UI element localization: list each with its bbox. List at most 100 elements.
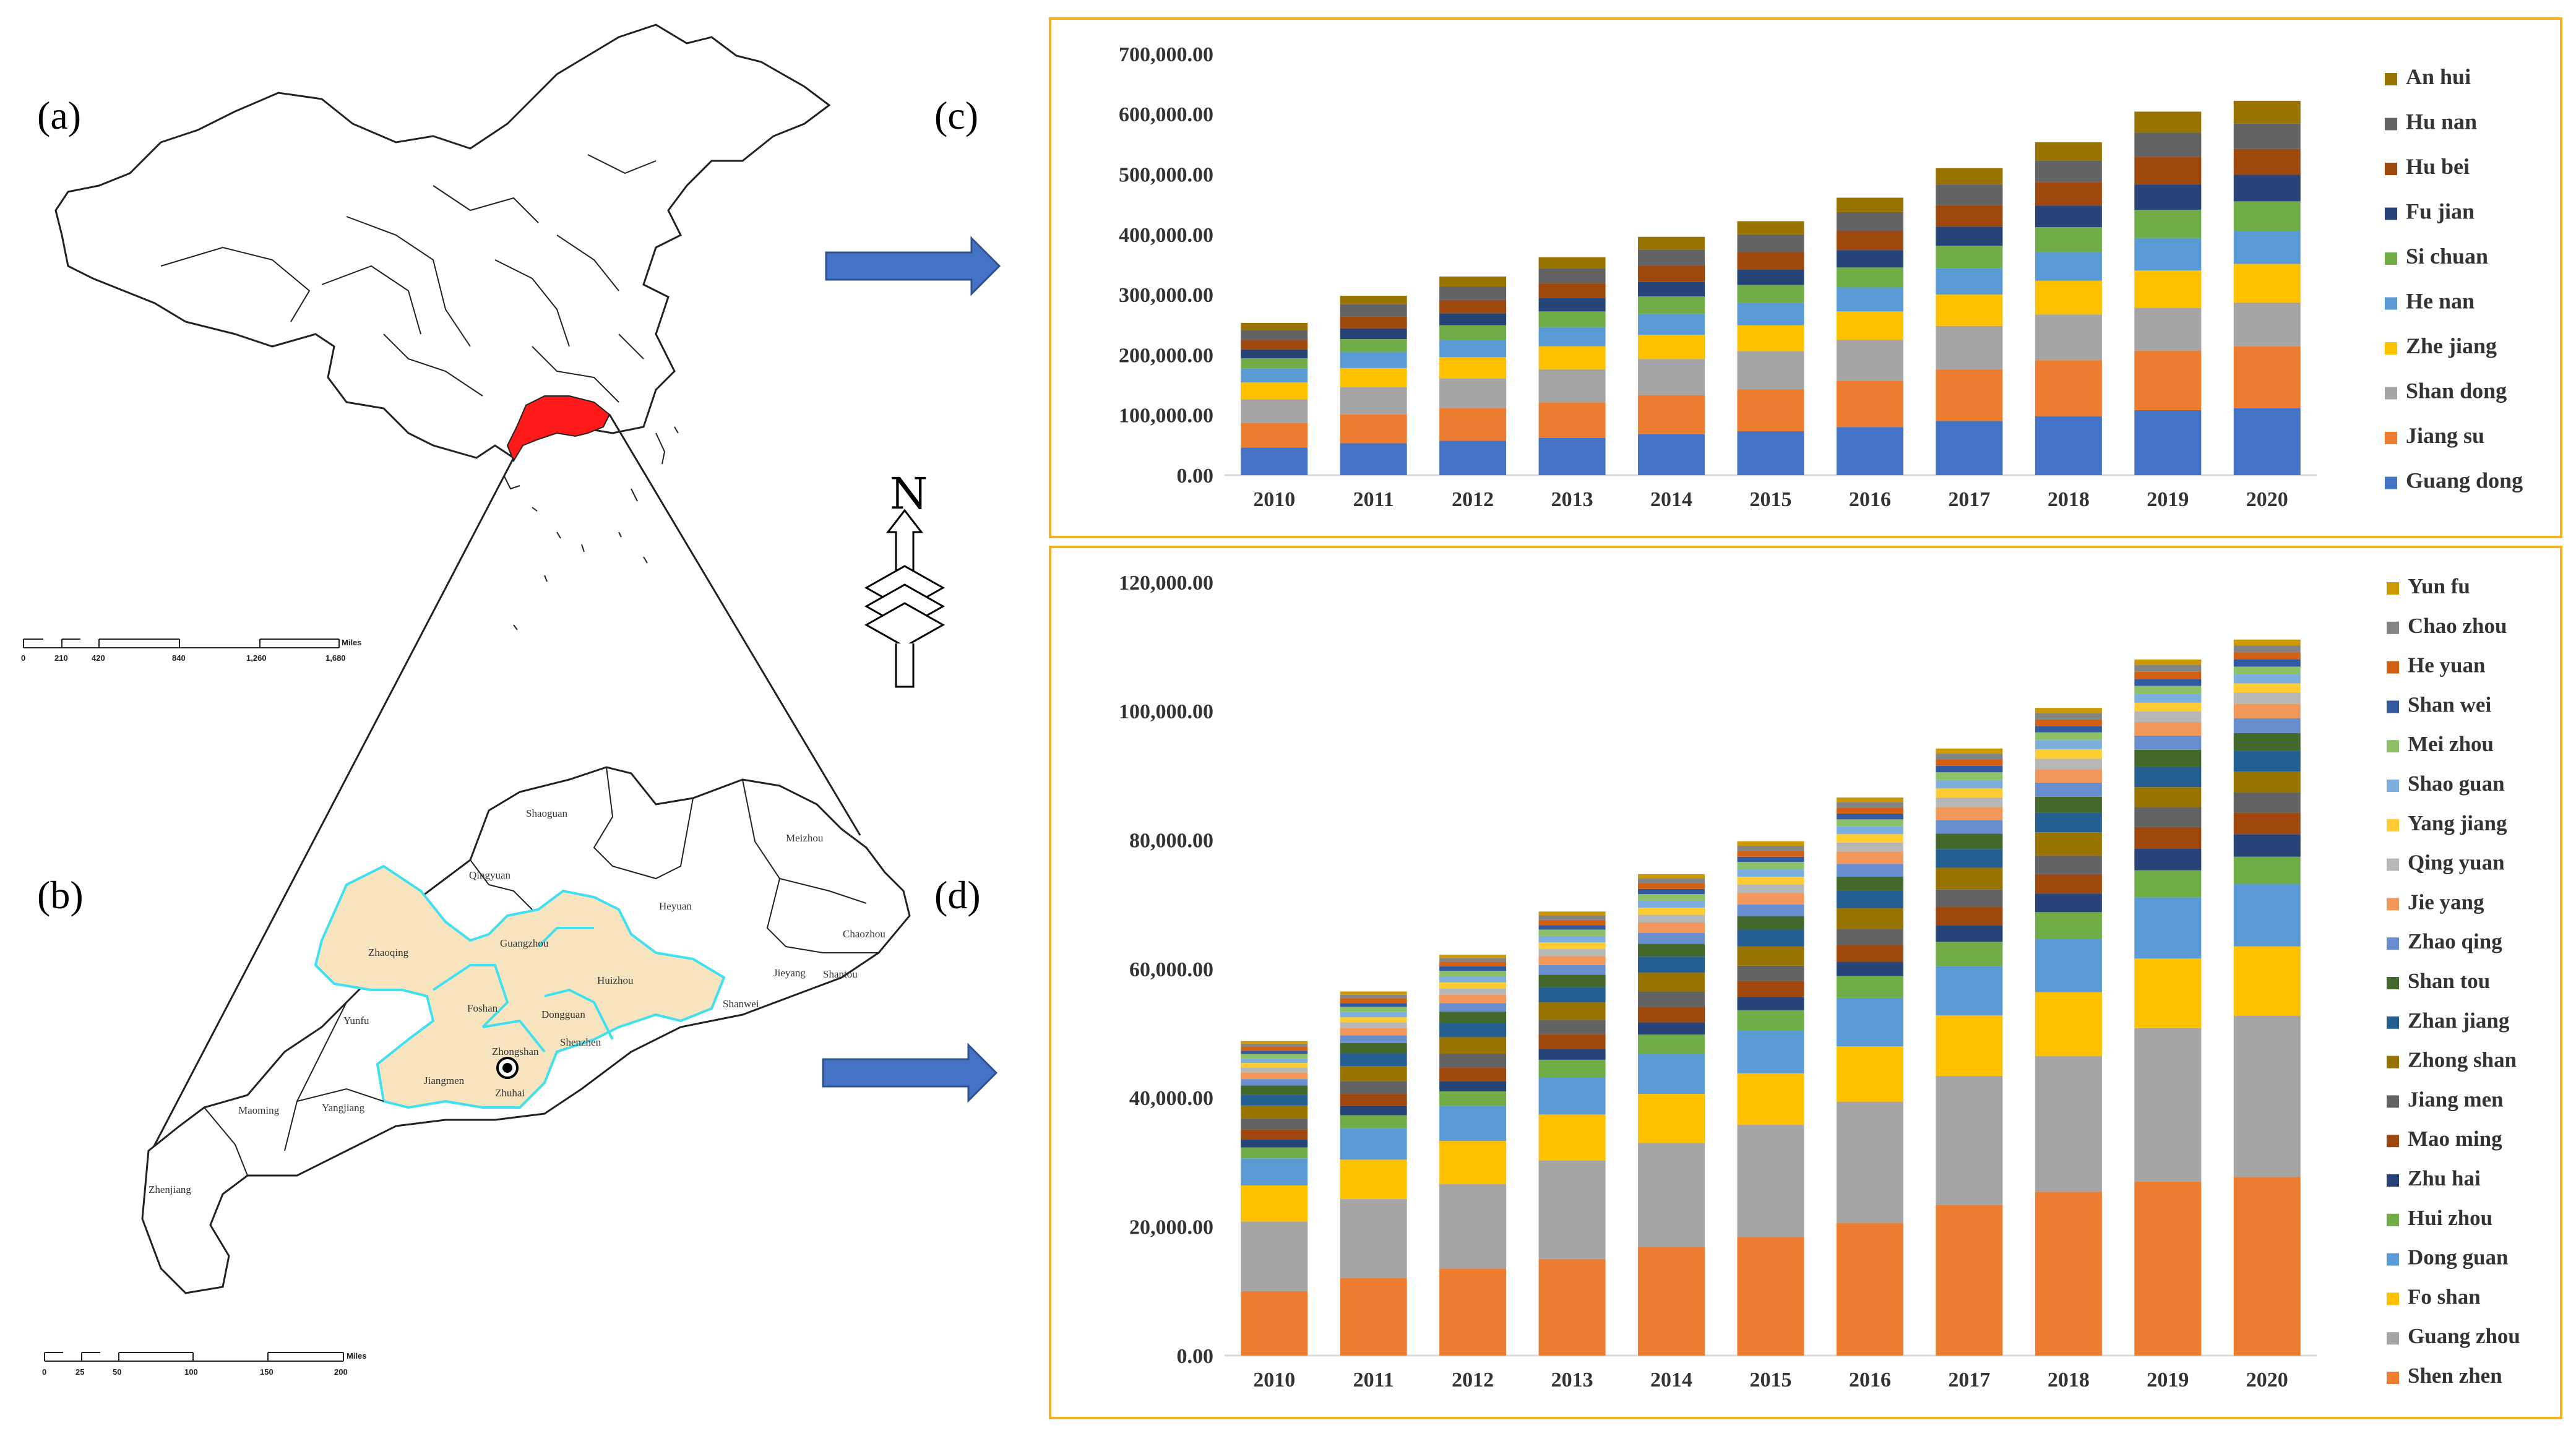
city-label-shaoguan: Shaoguan bbox=[526, 807, 568, 819]
x-tick-label: 2013 bbox=[1551, 488, 1593, 511]
bar-segment bbox=[1241, 1051, 1308, 1054]
bar-segment bbox=[1638, 1247, 1705, 1356]
legend-label: Zhong shan bbox=[2408, 1048, 2517, 1072]
x-tick-label: 2013 bbox=[1551, 1369, 1593, 1391]
scale-a-unit: Miles bbox=[342, 638, 362, 647]
bar-segment bbox=[1340, 443, 1407, 475]
bar-segment bbox=[2233, 346, 2301, 409]
bar-segment bbox=[1439, 966, 1507, 971]
bar-segment bbox=[2035, 182, 2102, 206]
bar-segment bbox=[1836, 1046, 1903, 1102]
bar-segment bbox=[2035, 939, 2102, 992]
bar-segment bbox=[1241, 1185, 1308, 1222]
bar-segment bbox=[1241, 340, 1308, 350]
bar-segment bbox=[1936, 807, 2003, 820]
legend-label: Shen zhen bbox=[2408, 1364, 2502, 1388]
bar-segment bbox=[2233, 856, 2301, 884]
bar-segment bbox=[1538, 1002, 1606, 1020]
legend-swatch bbox=[2387, 1016, 2399, 1029]
bar-segment bbox=[1340, 339, 1407, 352]
x-tick-label: 2010 bbox=[1253, 488, 1295, 511]
x-tick-label: 2017 bbox=[1948, 488, 1990, 511]
bar-segment bbox=[1538, 311, 1606, 327]
bar-segment bbox=[1241, 1105, 1308, 1119]
bar-segment bbox=[1936, 788, 2003, 798]
bar-segment bbox=[1538, 1160, 1606, 1259]
bar-segment bbox=[1241, 368, 1308, 383]
panel-label-b: (b) bbox=[37, 873, 84, 917]
bar-segment bbox=[2035, 782, 2102, 797]
bar-segment bbox=[1538, 437, 1606, 475]
bar-segment bbox=[1936, 295, 2003, 326]
bar-segment bbox=[1538, 987, 1606, 1003]
gd-boundaries bbox=[204, 767, 879, 1176]
city-label-meizhou: Meizhou bbox=[786, 832, 824, 844]
city-label-qingyuan: Qingyuan bbox=[469, 869, 511, 881]
bar-segment bbox=[1340, 1115, 1407, 1129]
bar-segment bbox=[1538, 283, 1606, 298]
bar-segment bbox=[1340, 1198, 1407, 1278]
legend-swatch bbox=[2385, 252, 2397, 265]
bar-segment bbox=[1439, 988, 1507, 995]
bar-segment bbox=[2035, 740, 2102, 749]
bar-segment bbox=[1936, 797, 2003, 807]
legend-label: An hui bbox=[2406, 64, 2471, 89]
bar-segment bbox=[1241, 1085, 1308, 1095]
legend-swatch bbox=[2385, 476, 2397, 489]
bar-segment bbox=[2035, 205, 2102, 228]
bar-segment bbox=[1538, 369, 1606, 403]
bar-segment bbox=[1241, 358, 1308, 369]
bar-segment bbox=[2233, 645, 2301, 653]
bar-segment bbox=[2035, 713, 2102, 720]
bar-segment bbox=[1439, 276, 1507, 287]
bar-segment bbox=[1737, 351, 1804, 389]
legend-swatch bbox=[2387, 1135, 2399, 1148]
bar-segment bbox=[1737, 1073, 1804, 1125]
bar-segment bbox=[2233, 123, 2301, 149]
bar-segment bbox=[1340, 1094, 1407, 1106]
bar-segment bbox=[2134, 702, 2202, 712]
bar-segment bbox=[1737, 1237, 1804, 1356]
bar-segment bbox=[1737, 904, 1804, 916]
city-label-guangzhou: Guangzhou bbox=[500, 937, 549, 949]
bar-segment bbox=[1241, 1140, 1308, 1148]
bar-segment bbox=[2035, 252, 2102, 281]
bar-segment bbox=[1439, 1184, 1507, 1269]
bar-segment bbox=[1340, 351, 1407, 368]
bar-segment bbox=[1936, 907, 2003, 926]
bar-segment bbox=[1241, 1147, 1308, 1159]
panel-label-a: (a) bbox=[37, 93, 82, 137]
bar-segment bbox=[2233, 264, 2301, 303]
x-tick-label: 2018 bbox=[2048, 1369, 2090, 1391]
bar-segment bbox=[2134, 686, 2202, 694]
bar-segment bbox=[1638, 236, 1705, 250]
bar-segment bbox=[1241, 382, 1308, 400]
bar-segment bbox=[1737, 869, 1804, 877]
scale-a-tick-5: 1,680 bbox=[325, 653, 346, 663]
bar-segment bbox=[1836, 826, 1903, 835]
panel-label-c: (c) bbox=[934, 93, 979, 137]
bar-segment bbox=[1638, 874, 1705, 879]
bar-segment bbox=[1241, 423, 1308, 448]
bar-segment bbox=[1836, 890, 1903, 909]
legend-label: Hu nan bbox=[2406, 110, 2477, 134]
bar-segment bbox=[1836, 427, 1903, 475]
bar-segment bbox=[2233, 718, 2301, 733]
bar-segment bbox=[1638, 1034, 1705, 1054]
city-label-maoming: Maoming bbox=[238, 1104, 280, 1116]
bar-segment bbox=[1241, 1129, 1308, 1140]
bar-segment bbox=[2134, 958, 2202, 1028]
bar-segment bbox=[1241, 1043, 1308, 1047]
bar-segment bbox=[1538, 402, 1606, 438]
y-tick-label: 100,000.00 bbox=[1119, 405, 1213, 428]
bar-segment bbox=[1836, 834, 1903, 843]
scale-a-tick-4: 1,260 bbox=[246, 653, 267, 663]
bar-segment bbox=[1737, 893, 1804, 905]
bar-segment bbox=[2233, 231, 2301, 264]
bar-segment bbox=[1836, 819, 1903, 827]
bar-segment bbox=[2134, 307, 2202, 351]
bar-segment bbox=[1836, 1101, 1903, 1223]
legend-swatch bbox=[2387, 898, 2399, 911]
bar-segment bbox=[2233, 639, 2301, 646]
bar-segment bbox=[2035, 280, 2102, 315]
